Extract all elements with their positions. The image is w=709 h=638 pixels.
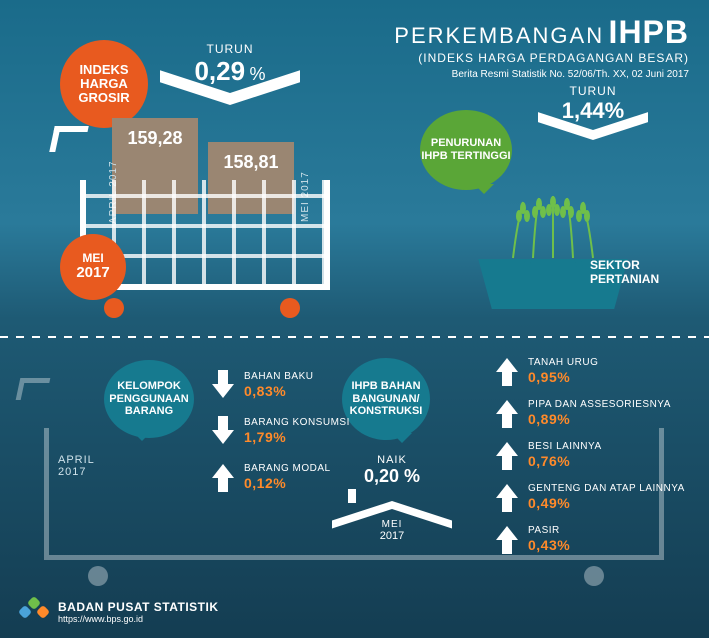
wheat-icon: [468, 190, 638, 265]
arrow-down-icon: [212, 416, 234, 446]
title-prefix: PERKEMBANGAN: [394, 23, 604, 48]
stat-name: GENTENG DAN ATAP LAINNYA: [528, 483, 685, 494]
footer: BADAN PUSAT STATISTIK https://www.bps.go…: [20, 598, 219, 626]
stat-value: 0,49%: [528, 495, 685, 511]
turun-sektor: TURUN 1,44%: [538, 84, 648, 158]
stat-text: GENTENG DAN ATAP LAINNYA0,49%: [528, 483, 685, 511]
stat-value: 0,83%: [244, 383, 313, 399]
stat-name: BAHAN BAKU: [244, 371, 313, 382]
stat-text: BARANG KONSUMSI1,79%: [244, 417, 350, 445]
stat-row: TANAH URUG0,95%: [496, 356, 598, 386]
stat-name: BESI LAINNYA: [528, 441, 602, 452]
badge-line: HARGA: [80, 77, 128, 91]
stat-text: BESI LAINNYA0,76%: [528, 441, 602, 469]
house-icon: [332, 491, 452, 517]
basket-wheat: [468, 190, 638, 309]
naik-block: NAIK 0,20 % MEI 2017: [332, 454, 452, 542]
title-subtitle: (INDEKS HARGA PERDAGANGAN BESAR): [394, 51, 689, 65]
title-brand: IHPB: [609, 14, 689, 50]
bubble-kelompok: KELOMPOK PENGGUNAAN BARANG: [104, 360, 194, 438]
stat-text: BARANG MODAL0,12%: [244, 463, 331, 491]
sektor-pertanian-label: SEKTOR PERTANIAN: [590, 258, 659, 287]
stat-name: BARANG KONSUMSI: [244, 417, 350, 428]
stat-row: BARANG KONSUMSI1,79%: [212, 416, 350, 446]
stat-text: PASIR0,43%: [528, 525, 570, 553]
april-label: APRIL 2017: [58, 454, 95, 478]
stat-name: PIPA DAN ASSESORIESNYA: [528, 399, 671, 410]
badge-line: GROSIR: [78, 91, 129, 105]
header: PERKEMBANGAN IHPB (INDEKS HARGA PERDAGAN…: [394, 14, 689, 80]
label-line: 2017: [58, 466, 86, 478]
badge-indeks-harga-grosir: INDEKS HARGA GROSIR: [60, 40, 148, 128]
divider: [0, 336, 709, 338]
stat-name: BARANG MODAL: [244, 463, 331, 474]
stat-name: PASIR: [528, 525, 560, 536]
label-line: PERTANIAN: [590, 272, 659, 286]
stat-value: 0,95%: [528, 369, 598, 385]
stat-value: 1,79%: [244, 429, 350, 445]
stat-value: 0,43%: [528, 537, 570, 553]
stat-text: TANAH URUG0,95%: [528, 357, 598, 385]
footer-url: https://www.bps.go.id: [58, 614, 219, 624]
arrow-up-icon: [496, 524, 518, 554]
arrow-up-icon: [496, 356, 518, 386]
stat-row: BARANG MODAL0,12%: [212, 462, 331, 492]
stat-value: 0,76%: [528, 453, 602, 469]
bar-value: 159,28: [112, 128, 198, 149]
stat-row: PIPA DAN ASSESORIESNYA0,89%: [496, 398, 671, 428]
turun-label: TURUN: [538, 84, 648, 98]
stat-value: 0,12%: [244, 475, 331, 491]
bubble-text: PENURUNAN IHPB TERTINGGI: [420, 137, 512, 162]
arrow-up-icon: [496, 398, 518, 428]
arrow-up-icon: [496, 440, 518, 470]
chevron-down-icon: [160, 93, 300, 121]
bubble-text: KELOMPOK PENGGUNAAN BARANG: [104, 380, 194, 418]
bubble-text: IHPB BAHAN BANGUNAN/ KONSTRUKSI: [342, 380, 430, 418]
stat-row: GENTENG DAN ATAP LAINNYA0,49%: [496, 482, 685, 512]
stat-row: BAHAN BAKU0,83%: [212, 370, 313, 400]
bps-logo-icon: [20, 598, 48, 626]
naik-value: 0,20 %: [332, 466, 452, 487]
label-line: SEKTOR: [590, 258, 640, 272]
bubble-konstruksi: IHPB BAHAN BANGUNAN/ KONSTRUKSI: [342, 358, 430, 440]
stat-row: PASIR0,43%: [496, 524, 570, 554]
turun-label: TURUN: [160, 42, 300, 56]
stat-name: TANAH URUG: [528, 357, 598, 368]
footer-org: BADAN PUSAT STATISTIK: [58, 600, 219, 614]
arrow-down-icon: [212, 370, 234, 400]
turun-value: 0,29: [194, 56, 245, 86]
arrow-up-icon: [496, 482, 518, 512]
bubble-penurunan: PENURUNAN IHPB TERTINGGI: [420, 110, 512, 190]
badge-line: 2017: [76, 265, 109, 282]
stat-text: BAHAN BAKU0,83%: [244, 371, 313, 399]
arrow-up-icon: [212, 462, 234, 492]
label-line: APRIL: [58, 454, 95, 466]
title-meta: Berita Resmi Statistik No. 52/06/Th. XX,…: [394, 69, 689, 80]
naik-label: NAIK: [332, 454, 452, 466]
stat-row: BESI LAINNYA0,76%: [496, 440, 602, 470]
badge-mei-2017: MEI 2017: [60, 234, 126, 300]
stat-text: PIPA DAN ASSESORIESNYA0,89%: [528, 399, 671, 427]
turun-main: TURUN 0,29 %: [160, 42, 300, 121]
top-region: PERKEMBANGAN IHPB (INDEKS HARGA PERDAGAN…: [0, 0, 709, 340]
naik-year: 2017: [332, 530, 452, 542]
badge-line: INDEKS: [79, 63, 128, 77]
stat-value: 0,89%: [528, 411, 671, 427]
chevron-down-icon: [538, 130, 648, 158]
